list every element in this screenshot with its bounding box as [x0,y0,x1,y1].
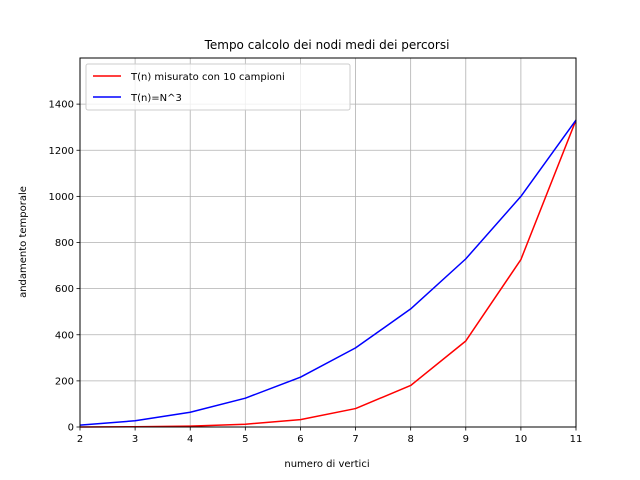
legend-label-measured: T(n) misurato con 10 campioni [130,72,285,83]
series-line-cubic [79,119,577,426]
legend-label-cubic: T(n)=N^3 [130,93,182,104]
y-tick-label: 1000 [49,192,74,203]
y-tick-label: 200 [55,376,74,387]
y-tick-label: 400 [55,330,74,341]
x-tick-label: 9 [463,434,469,445]
x-tick-label: 2 [77,434,83,445]
y-tick-label: 1400 [49,100,74,111]
y-tick-label: 0 [68,423,74,434]
y-axis-ticks: 0 200 400 600 800 1000 1200 1400 [49,100,80,434]
x-tick-label: 6 [297,434,303,445]
y-tick-label: 600 [55,284,74,295]
chart-title: Tempo calcolo dei nodi medi dei percorsi [204,38,450,52]
x-axis-label: numero di vertici [284,459,369,470]
y-axis-label: andamento temporale [18,186,29,298]
x-tick-label: 5 [242,434,248,445]
x-tick-label: 10 [515,434,528,445]
x-tick-label: 8 [407,434,413,445]
series-line-measured [79,119,577,428]
x-tick-label: 4 [187,434,193,445]
y-tick-label: 800 [55,238,74,249]
x-axis-ticks: 2 3 4 5 6 7 8 9 10 11 [77,427,583,445]
legend-box [85,63,351,111]
y-tick-label: 1200 [49,146,74,157]
legend: T(n) misurato con 10 campioni T(n)=N^3 [85,63,351,111]
x-tick-label: 3 [132,434,138,445]
x-tick-label: 7 [352,434,358,445]
x-tick-label: 11 [570,434,583,445]
series-lines [79,119,577,428]
